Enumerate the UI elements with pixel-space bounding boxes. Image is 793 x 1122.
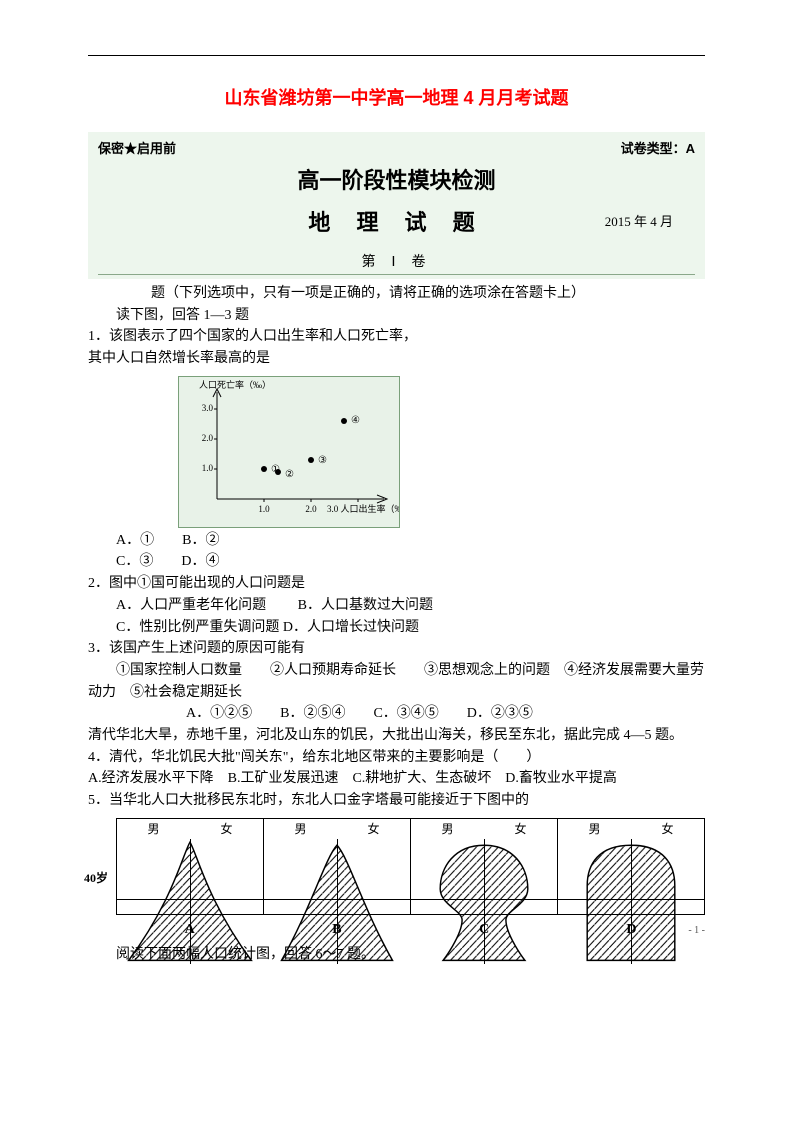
pyramid-row: 男 女 男 女 (116, 818, 705, 915)
female-label-d: 女 (661, 820, 673, 839)
female-label-c: 女 (514, 820, 526, 839)
pyramid-cell-b: 男 女 (264, 819, 411, 914)
q1-stem-1: 1．该图表示了四个国家的人口出生率和人口死亡率， (88, 326, 705, 348)
pre-q1: 读下图，回答 1—3 题 (88, 305, 705, 327)
scatter-chart: 1.0 2.0 3.0 1.0 2.0 3.0 人口出生率（‰） (178, 376, 400, 528)
exam-date: 2015 年 4 月 (605, 211, 673, 230)
xtick-1: 1.0 (258, 504, 270, 514)
exam-title-2: 地 理 试 题 (308, 210, 484, 235)
intro-line: 题（下列选项中，只有一项是正确的，请将正确的选项涂在答题卡上） (88, 283, 705, 305)
q1-opts-1: A．① B．② (88, 530, 705, 552)
point-4-label: ④ (351, 415, 360, 426)
male-label-d: 男 (588, 820, 600, 839)
ytick-2: 2.0 (202, 433, 214, 443)
q1-stem-2: 其中人口自然增长率最高的是 (88, 348, 705, 370)
exam-title-1: 高一阶段性模块检测 (98, 163, 695, 195)
paper-type-label: 试卷类型：A (621, 138, 695, 157)
female-label-a: 女 (220, 820, 232, 839)
q3-list: ①国家控制人口数量 ②人口预期寿命延长 ③思想观念上的问题 ④经济发展需要大量劳… (88, 660, 705, 703)
top-rule (88, 55, 705, 56)
age-40-label: 40岁 (84, 869, 108, 888)
confidential-label: 保密★启用前 (98, 138, 176, 157)
pyramid-cell-d: 男 女 (558, 819, 704, 914)
page-number: - 1 - (688, 925, 705, 936)
q4-opts: A.经济发展水平下降 B.工矿业发展迅速 C.耕地扩大、生态破坏 D.畜牧业水平… (88, 768, 705, 790)
q3-opts: A．①②⑤ B．②⑤④ C．③④⑤ D．②③⑤ (88, 703, 705, 725)
q4-stem: 4．清代，华北饥民大批"闯关东"，给东北地区带来的主要影响是（ ） (88, 747, 705, 769)
ytick-3: 3.0 (202, 403, 214, 413)
q2-optB: B．人口基数过大问题 (298, 598, 433, 613)
q5-stem: 5．当华北人口大批移民东北时，东北人口金字塔最可能接近于下图中的 (88, 790, 705, 812)
male-label-b: 男 (294, 820, 306, 839)
q1-opts-2: C．③ D．④ (88, 551, 705, 573)
male-label-c: 男 (441, 820, 453, 839)
q2-optC: C．性别比例严重失调问题 (116, 620, 279, 635)
xtick-2: 2.0 (305, 504, 317, 514)
q3-stem: 3．该国产生上述问题的原因可能有 (88, 638, 705, 660)
pyramid-cell-c: 男 女 (411, 819, 558, 914)
q2-optA: A．人口严重老年化问题 (116, 598, 266, 613)
y-axis-label: 人口死亡率（‰） (199, 379, 271, 390)
xtick-3: 3.0 人口出生率（‰） (327, 503, 399, 514)
main-title: 山东省潍坊第一中学高一地理 4 月月考试题 (88, 84, 705, 110)
section-heading: 第 Ⅰ 卷 (98, 251, 695, 275)
q2-stem: 2．图中①国可能出现的人口问题是 (88, 573, 705, 595)
exam-header: 保密★启用前 试卷类型：A 高一阶段性模块检测 地 理 试 题 2015 年 4… (88, 132, 705, 279)
male-label-a: 男 (147, 820, 159, 839)
q2-optD: D．人口增长过快问题 (283, 620, 419, 635)
ytick-1: 1.0 (202, 463, 214, 473)
point-3-label: ③ (318, 455, 327, 466)
point-2-label: ② (285, 469, 294, 480)
passage-4-5: 清代华北大旱，赤地千里，河北及山东的饥民，大批出山海关，移民至东北，据此完成 4… (88, 725, 705, 747)
pyramid-cell-a: 男 女 (117, 819, 264, 914)
female-label-b: 女 (367, 820, 379, 839)
